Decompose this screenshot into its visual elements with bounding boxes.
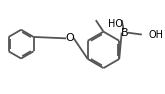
Text: OH: OH: [148, 30, 164, 40]
Text: B: B: [121, 28, 128, 38]
Text: O: O: [66, 33, 74, 43]
Text: HO: HO: [108, 19, 123, 29]
